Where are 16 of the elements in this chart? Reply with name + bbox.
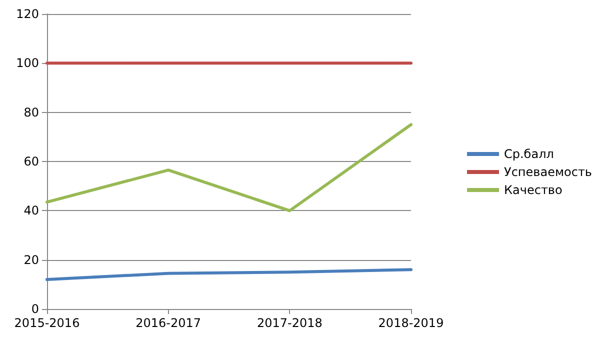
- y-tick-label: 40: [24, 204, 39, 218]
- line-series: [46, 123, 412, 212]
- legend-label: Успеваемость: [504, 165, 592, 179]
- line-series: [46, 268, 412, 281]
- y-tick-label: 100: [16, 56, 39, 70]
- y-tick-label: 0: [31, 302, 39, 316]
- x-tick-label: 2017-2018: [256, 316, 322, 330]
- x-tick-label: 2018-2019: [378, 316, 444, 330]
- x-tick-label: 2016-2017: [136, 316, 202, 330]
- y-tick-label: 120: [16, 7, 39, 21]
- legend-label: Качество: [504, 183, 562, 197]
- y-tick-label: 80: [24, 105, 39, 120]
- legend-label: Ср.балл: [504, 147, 554, 161]
- x-tick-label: 2015-2016: [14, 316, 80, 330]
- y-tick-label: 20: [24, 252, 39, 267]
- y-tick-label: 60: [24, 154, 39, 168]
